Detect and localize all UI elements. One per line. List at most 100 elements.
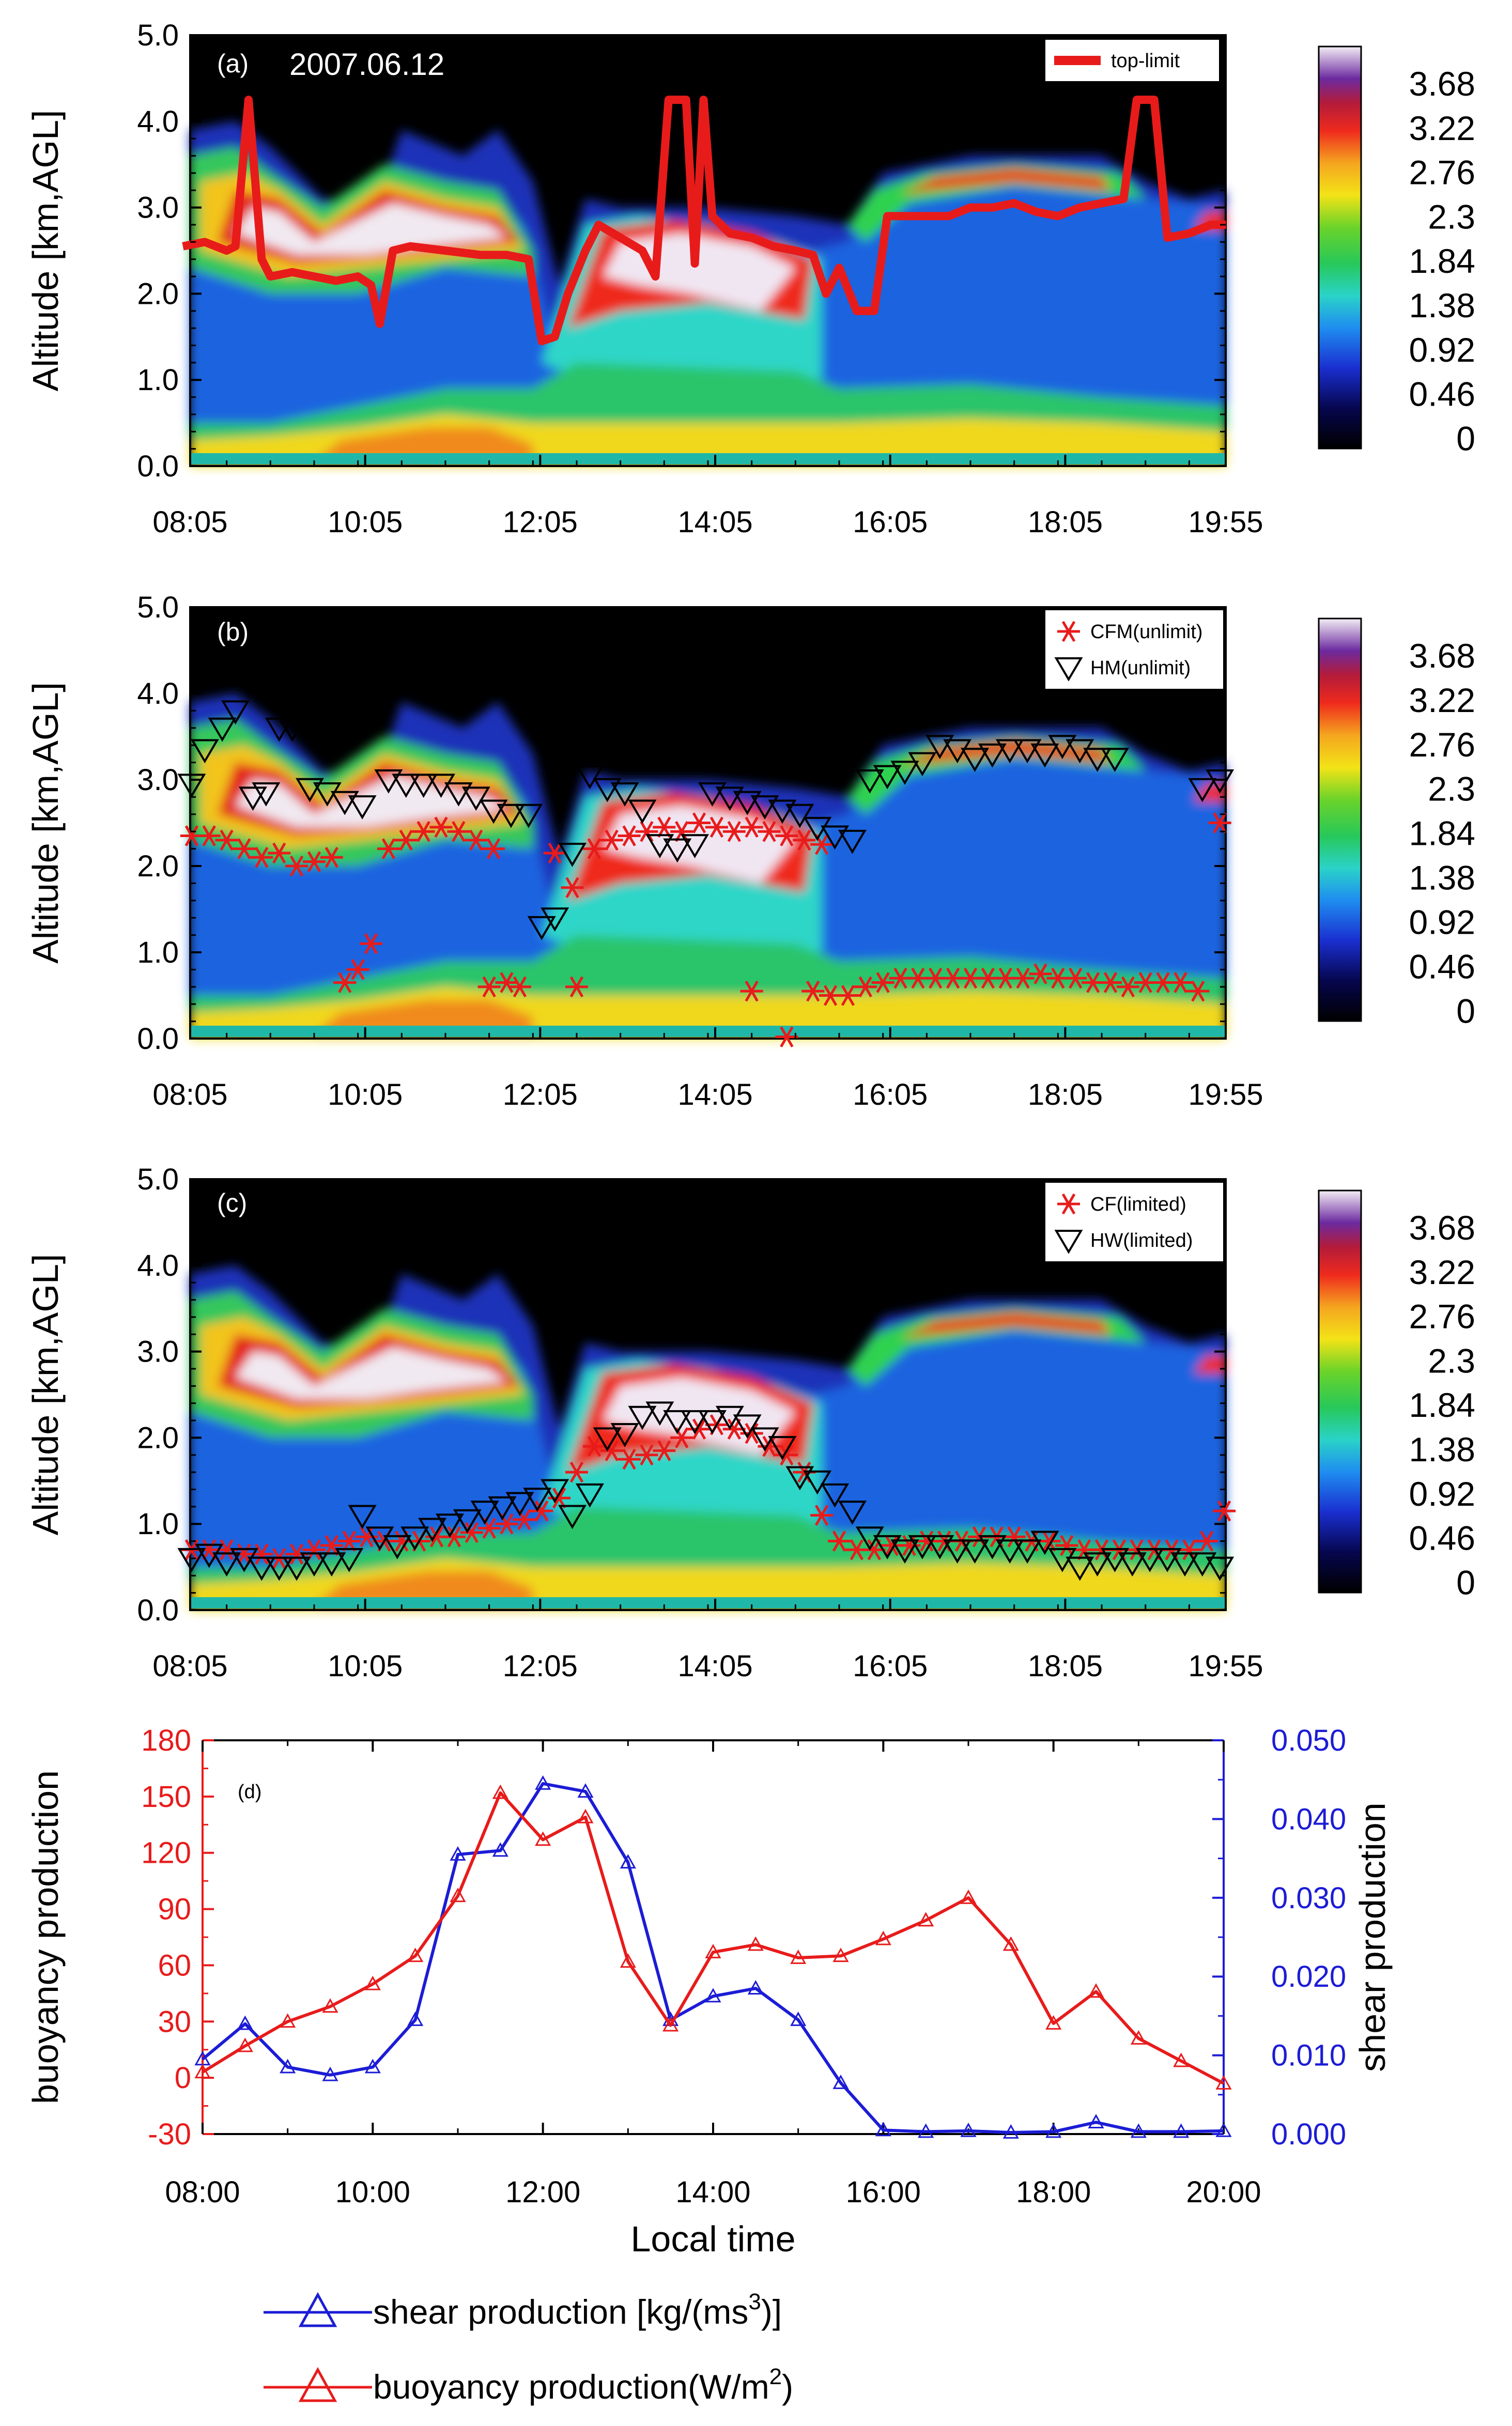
shear-point: [705, 1988, 721, 2003]
h-marker: [821, 1483, 850, 1508]
asterisk-stroke: [745, 816, 759, 838]
y-tick-label: 0.0: [137, 1594, 179, 1627]
buoyancy-point: [832, 1948, 849, 1963]
asterisk-stroke: [255, 846, 269, 868]
panel-1-markers: [177, 700, 1235, 1047]
asterisk-stroke: [351, 959, 365, 980]
cf-marker: [302, 851, 326, 872]
legend-buoyancy-sup: 2: [769, 2364, 782, 2389]
y-tick-label: 5.0: [137, 1163, 179, 1196]
h-marker: [177, 1548, 206, 1572]
h-marker: [252, 782, 281, 807]
asterisk-stroke: [885, 1535, 899, 1556]
colorbar-label: 3.22: [1409, 1253, 1475, 1291]
buoyancy-point: [237, 2037, 253, 2052]
asterisk-stroke: [1217, 1500, 1231, 1522]
legend-b-triangle: [1054, 657, 1083, 682]
legend-c-triangle-glyph: [1054, 1230, 1083, 1254]
cf-marker: [1186, 980, 1210, 1002]
colorbar-label: 0.46: [1409, 375, 1475, 413]
y-tick-label: 1.0: [137, 363, 179, 397]
asterisk-stroke: [806, 980, 820, 1002]
asterisk-stroke: [709, 816, 724, 838]
heatmap-layers: [190, 1265, 1226, 1610]
colorbar-gradient: [1318, 617, 1362, 1022]
asterisk-stroke: [1121, 976, 1135, 998]
h-marker: [803, 1470, 832, 1495]
asterisk-stroke: [548, 842, 562, 864]
shear-point: [492, 1842, 508, 1857]
y-tick-label: 4.0: [137, 105, 179, 138]
h-marker: [505, 1492, 534, 1517]
h-marker: [681, 834, 709, 858]
x-tick-label: 18:05: [1028, 1649, 1103, 1683]
asterisk-stroke: [893, 967, 907, 989]
colorbar-label: 0.92: [1409, 903, 1475, 941]
right-tick-label: 0.010: [1271, 2039, 1346, 2073]
asterisk-stroke: [565, 877, 579, 899]
colorbar-label: 1.84: [1409, 242, 1475, 280]
plume-white: [603, 233, 796, 311]
h-marker: [960, 748, 989, 772]
colorbar-label: 2.76: [1409, 725, 1475, 764]
asterisk-stroke: [981, 967, 995, 989]
right-tick-label: 0.040: [1271, 1802, 1346, 1836]
asterisk-stroke: [605, 829, 619, 851]
asterisk-stroke: [1200, 1531, 1214, 1552]
cf-marker: [854, 976, 877, 998]
buoyancy-point: [1002, 1936, 1019, 1951]
h-marker: [514, 803, 543, 828]
cf-marker: [1213, 1500, 1236, 1522]
x-tick-label: 16:05: [853, 1078, 928, 1111]
y-tick-label: 5.0: [137, 591, 179, 624]
y-tick-label: 2.0: [137, 1421, 179, 1455]
h-marker: [488, 1496, 517, 1521]
h-marker: [497, 803, 526, 828]
cf-marker: [653, 816, 676, 838]
h-marker: [960, 1539, 989, 1564]
y-tick-label: 0.0: [137, 1022, 179, 1056]
cf-marker: [758, 821, 781, 842]
asterisk-stroke: [762, 1435, 776, 1457]
y-tick-label: 4.0: [137, 677, 179, 710]
h-marker: [890, 1539, 919, 1564]
asterisk-stroke: [325, 1535, 338, 1556]
h-marker: [575, 765, 604, 790]
buoyancy-point: [194, 2064, 211, 2079]
buoyancy-point: [662, 2017, 679, 2032]
asterisk-stroke: [364, 933, 378, 954]
colorbar-gradient: [1318, 45, 1362, 450]
asterisk-stroke: [202, 1539, 216, 1560]
cf-marker: [1064, 967, 1087, 989]
asterisk-stroke: [1069, 967, 1083, 989]
h-marker: [374, 769, 403, 794]
cf-marker: [346, 959, 369, 980]
h-marker: [541, 1479, 569, 1504]
h-marker: [190, 739, 219, 764]
buoyancy-point: [492, 1784, 508, 1799]
asterisk-stroke: [1213, 812, 1227, 833]
asterisk-stroke: [1182, 1539, 1196, 1560]
colorbar-label: 3.68: [1409, 1209, 1475, 1247]
cf-marker: [543, 842, 566, 864]
y-tick-label: 3.0: [137, 763, 179, 797]
buoyancy-point: [960, 1889, 977, 1904]
asterisk-stroke: [605, 1440, 619, 1461]
asterisk-stroke: [832, 1531, 846, 1552]
left-tick-label: 30: [158, 2005, 191, 2038]
cf-marker: [705, 816, 728, 838]
h-marker: [470, 1501, 499, 1525]
shear-production-line: [202, 1782, 1224, 2134]
asterisk-stroke: [289, 1543, 304, 1565]
asterisk-stroke: [237, 838, 251, 859]
shear-point: [1130, 2123, 1147, 2138]
h-marker: [348, 1505, 377, 1529]
buoyancy-point: [1173, 2052, 1190, 2067]
asterisk-stroke: [535, 1500, 549, 1522]
h-marker: [943, 1539, 972, 1564]
h-marker: [1083, 748, 1112, 772]
y-tick-label: 5.0: [137, 19, 179, 52]
h-marker: [1206, 1556, 1235, 1581]
layer-red-right: [1193, 1355, 1226, 1373]
shear-point: [237, 2015, 253, 2030]
